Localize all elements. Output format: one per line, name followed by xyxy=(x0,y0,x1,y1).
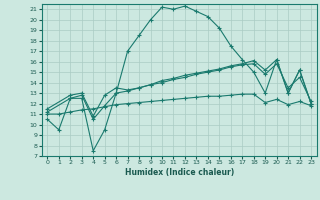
X-axis label: Humidex (Indice chaleur): Humidex (Indice chaleur) xyxy=(124,168,234,177)
